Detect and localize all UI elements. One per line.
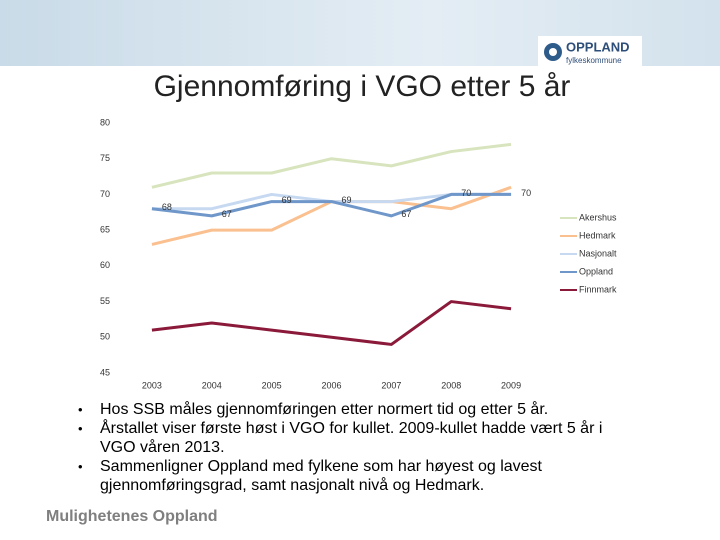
- y-tick-label: 50: [100, 332, 110, 342]
- y-tick-label: 75: [100, 153, 110, 163]
- x-tick-label: 2008: [441, 380, 461, 390]
- x-tick-label: 2006: [321, 380, 341, 390]
- bullet: Sammenligner Oppland med fylkene som har…: [78, 457, 638, 495]
- legend-label: Finnmark: [579, 284, 617, 294]
- chart-title: Gjennomføring i VGO etter 5 år: [154, 70, 571, 103]
- x-tick-label: 2005: [262, 380, 282, 390]
- chart: OPPLAND fylkeskommune Gjennomføring i VG…: [0, 0, 720, 390]
- x-tick-label: 2007: [381, 380, 401, 390]
- y-tick-label: 80: [100, 117, 110, 127]
- legend-label: Akershus: [579, 212, 617, 222]
- series-line: [151, 192, 512, 218]
- data-label: 68: [162, 202, 172, 212]
- data-label: 70: [521, 188, 531, 198]
- x-tick-label: 2004: [202, 380, 222, 390]
- bullet: Årstallet viser første høst i VGO for ku…: [78, 419, 638, 457]
- legend-label: Nasjonalt: [579, 248, 617, 258]
- y-tick-label: 65: [100, 225, 110, 235]
- legend-label: Oppland: [579, 266, 613, 276]
- y-tick-label: 55: [100, 296, 110, 306]
- y-tick-label: 45: [100, 367, 110, 377]
- data-label: 69: [282, 195, 292, 205]
- series-line: [151, 300, 512, 346]
- bullet-list: Hos SSB måles gjennomføringen etter norm…: [78, 400, 638, 495]
- series-line: [151, 142, 512, 189]
- data-label: 67: [401, 209, 411, 219]
- y-tick-label: 60: [100, 260, 110, 270]
- logo-subtitle: fylkeskommune: [566, 56, 622, 65]
- y-tick-label: 70: [100, 189, 110, 199]
- logo-name: OPPLAND: [566, 39, 630, 54]
- bullet: Hos SSB måles gjennomføringen etter norm…: [78, 400, 638, 419]
- data-label: 67: [222, 209, 232, 219]
- footer: Mulighetenes Oppland: [46, 508, 218, 525]
- data-label: 69: [341, 195, 351, 205]
- x-tick-label: 2009: [501, 380, 521, 390]
- data-label: 70: [461, 188, 471, 198]
- logo-icon-inner: [549, 48, 557, 56]
- x-tick-label: 2003: [142, 380, 162, 390]
- legend-label: Hedmark: [579, 230, 616, 240]
